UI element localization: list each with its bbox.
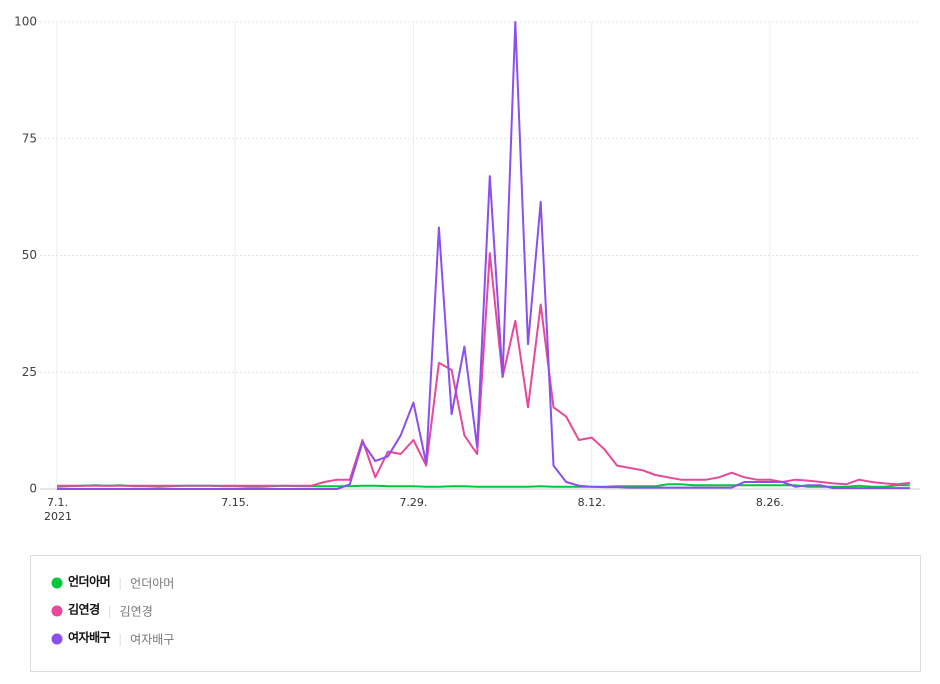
legend-dot: [51, 577, 63, 589]
x-tick-label: 7.29.: [399, 496, 427, 509]
x-tick-label: 8.12.: [578, 496, 606, 509]
legend-item[interactable]: 여자배구 여자배구: [51, 630, 175, 647]
legend-sublabel: 언더아머: [130, 577, 174, 591]
legend-dot: [51, 633, 63, 645]
legend-label: 여자배구: [68, 630, 111, 645]
x-tick-label: 7.15.: [221, 496, 249, 509]
y-tick-label: 0: [29, 482, 37, 496]
y-tick-label: 100: [14, 15, 37, 29]
y-tick-label: 50: [22, 248, 37, 262]
series-line: [57, 21, 910, 490]
y-tick-label: 25: [22, 365, 37, 379]
y-tick-label: 75: [22, 131, 37, 145]
legend-sublabel: 김연경: [120, 605, 153, 619]
legend-item[interactable]: 언더아머 언더아머: [51, 574, 175, 591]
legend-item[interactable]: 김연경 김연경: [51, 602, 153, 619]
x-tick-label: 7.1.: [47, 496, 68, 509]
legend-label: 언더아머: [68, 574, 110, 589]
legend-box: [30, 555, 921, 672]
legend-dot: [51, 605, 63, 617]
x-year-label: 2021: [44, 510, 72, 523]
x-tick-label: 8.26.: [756, 496, 784, 509]
legend-sublabel: 여자배구: [130, 633, 174, 647]
series-line: [57, 252, 911, 487]
legend-label: 김연경: [68, 602, 100, 617]
